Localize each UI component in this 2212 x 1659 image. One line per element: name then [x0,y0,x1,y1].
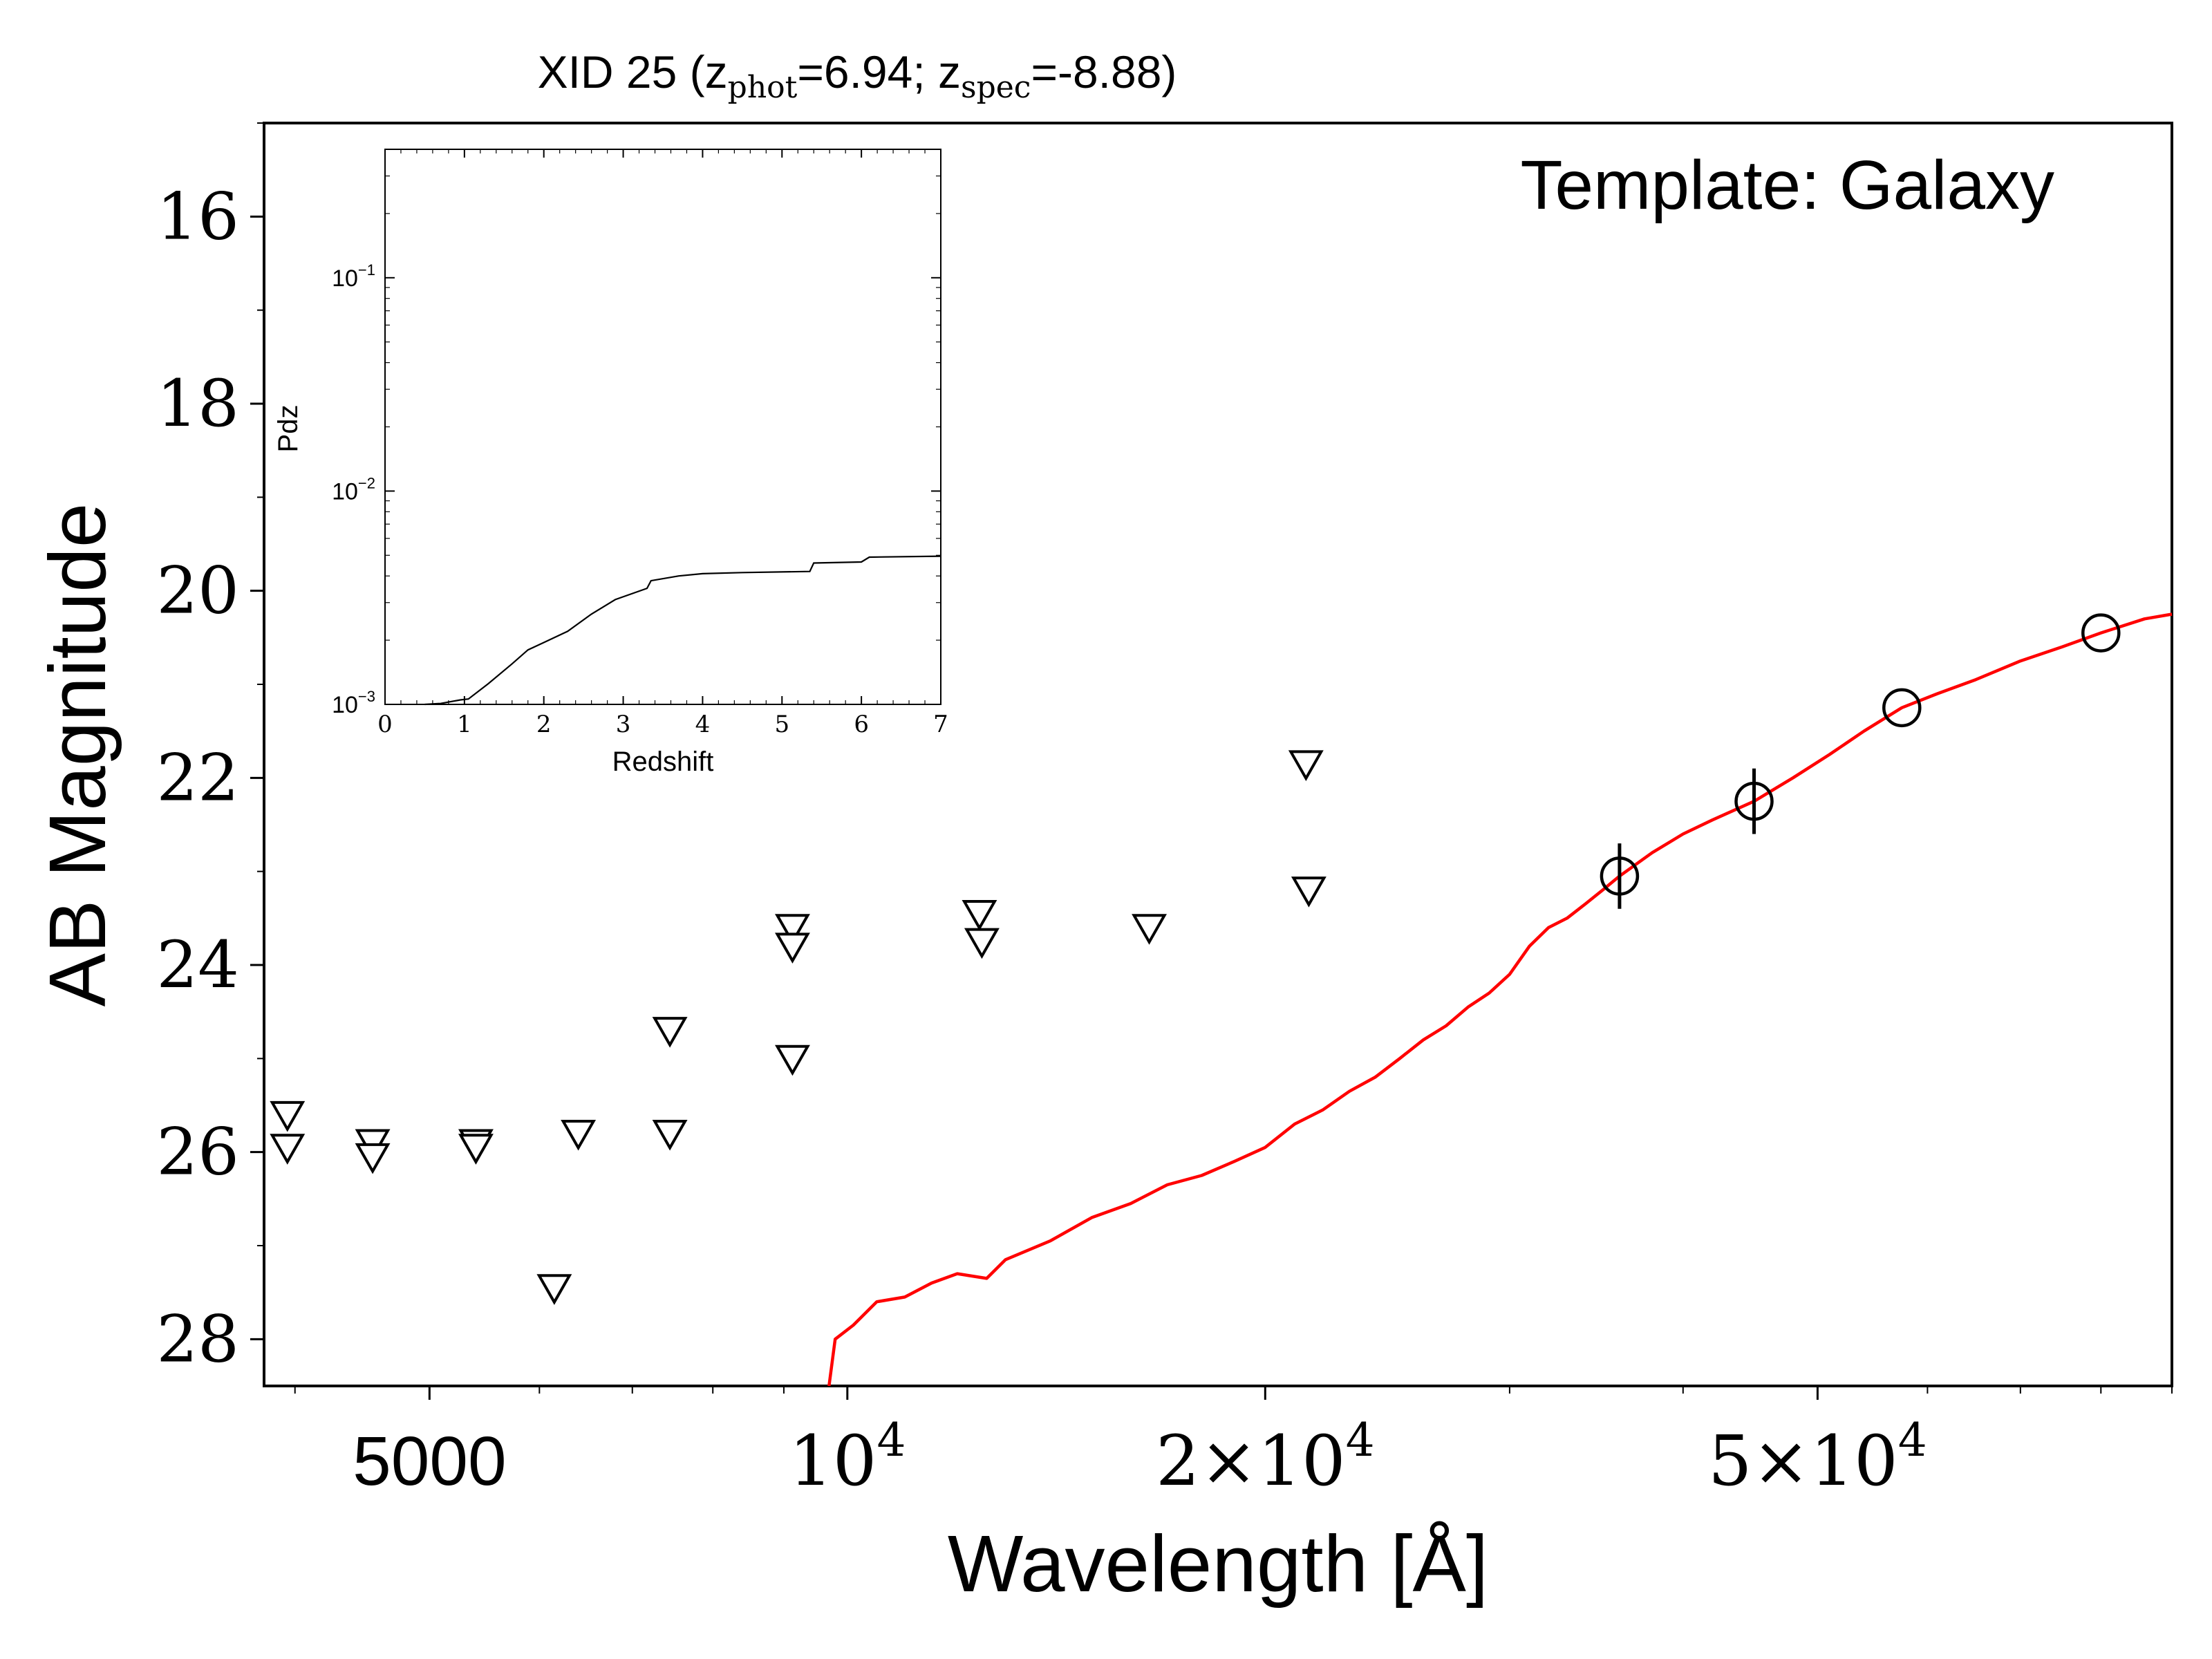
y-tick-label: 20 [156,554,239,629]
upper-limit-point [652,1017,688,1048]
inset-x-tick-label: 5 [774,711,789,738]
upper-limit-point [774,932,810,964]
inset-y-tick-label: 10−3 [332,688,375,718]
upper-limit-point [1288,750,1324,781]
inset-y-tick-label: 10−1 [332,261,375,292]
y-axis-label: AB Magnitude [32,503,122,1007]
upper-limit-point [270,1134,306,1165]
pdz-inset: 0 1 2 3 4 5 6 7 10−3 10−2 10−1 Redshift Pdz [273,149,948,777]
upper-limit-point [964,928,1000,959]
y-tick-label: 18 [156,366,239,442]
inset-x-tick-label: 6 [854,711,869,738]
detection-point [1882,688,1922,728]
template-spectrum [827,612,2173,1387]
upper-limit-point [561,1120,597,1151]
upper-limit-point [652,1120,688,1151]
detection-point [2081,613,2121,653]
x-tick-label: 5×104 [1708,1414,1927,1501]
main-plot-frame [263,122,2173,1387]
x-axis-label: Wavelength [Å] [948,1519,1488,1609]
y-tick-label: 28 [156,1302,239,1377]
upper-limit-point [355,1143,391,1174]
upper-limit-point [1132,914,1167,945]
inset-x-axis: 0 1 2 3 4 5 6 7 [377,149,948,738]
main-y-axis: 16 18 20 22 24 26 28 [156,122,264,1377]
y-tick-label: 22 [156,740,239,816]
pdz-curve [424,555,941,706]
x-tick-label: 5000 [353,1423,506,1500]
y-tick-label: 26 [156,1115,239,1190]
inset-y-tick-label: 10−2 [332,474,375,505]
upper-limit-point [536,1274,572,1305]
inset-y-axis: 10−3 10−2 10−1 [332,149,941,718]
upper-limit-markers [270,750,1327,1305]
inset-x-tick-label: 4 [695,711,711,738]
upper-limit-point [774,1044,810,1076]
upper-limit-point [1291,877,1327,908]
inset-x-label: Redshift [612,747,714,777]
upper-limit-point [962,899,997,931]
main-x-axis: 5000 104 2×104 5×104 [294,1386,2173,1501]
upper-limit-point [774,914,810,945]
inset-background [385,149,941,704]
upper-limit-point [458,1134,494,1165]
inset-y-label: Pdz [273,405,303,453]
pdz-line [424,555,941,706]
inset-x-tick-label: 7 [933,711,948,738]
inset-x-tick-label: 3 [616,711,631,738]
x-tick-label: 2×104 [1156,1414,1375,1501]
template-line [827,612,2173,1387]
upper-limit-point [270,1100,306,1132]
inset-x-tick-label: 2 [536,711,552,738]
x-tick-label: 104 [789,1414,906,1501]
y-tick-label: 24 [156,928,239,1003]
template-annotation: Template: Galaxy [1520,147,2054,224]
chart-title: XID 25 (zphot=6.94; zspec=-8.88) [538,46,1177,105]
inset-x-tick-label: 0 [377,711,393,738]
inset-x-tick-label: 1 [457,711,472,738]
detection-point [1734,781,1774,821]
detection-markers [1600,613,2121,909]
detection-point [1600,856,1640,896]
y-tick-label: 16 [156,179,239,254]
